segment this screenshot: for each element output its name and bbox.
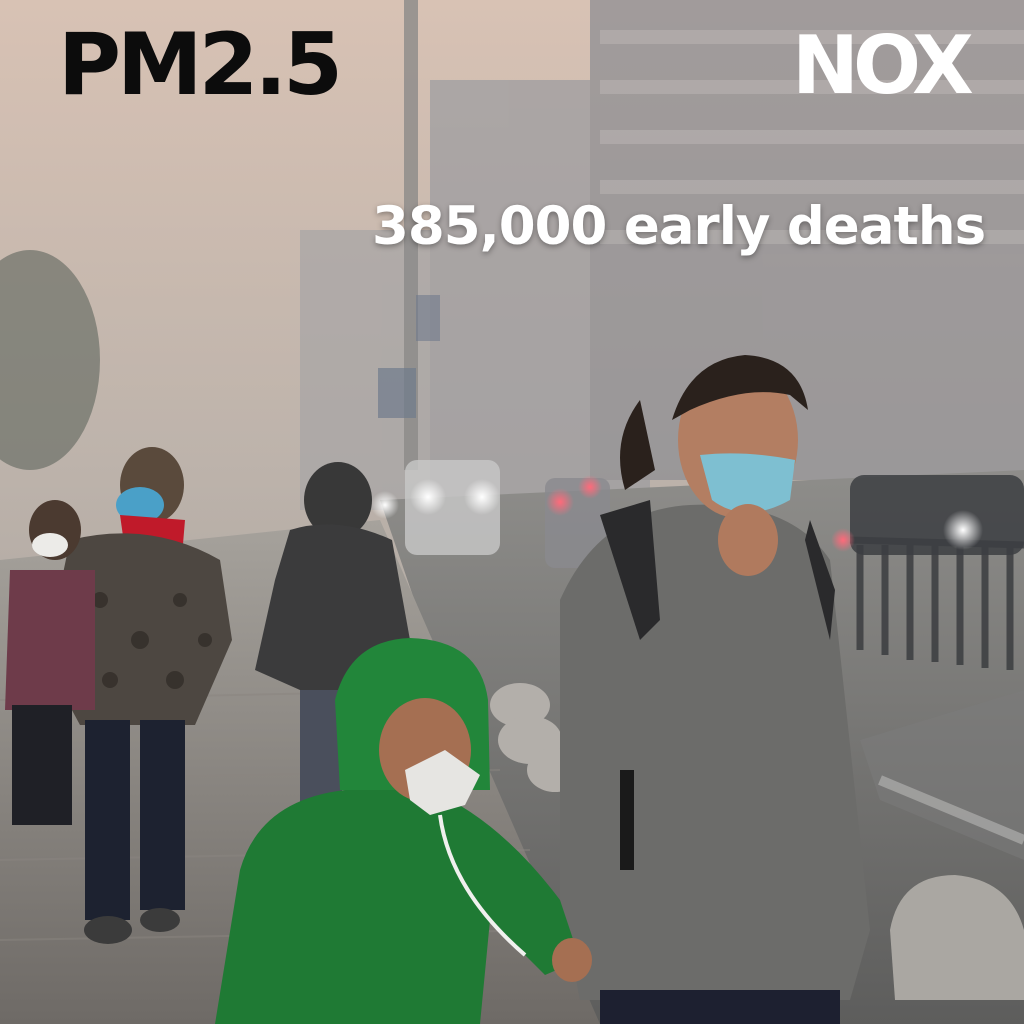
nox-label: NOX (792, 19, 974, 112)
street-sign (378, 368, 416, 418)
child-green-jacket (215, 638, 592, 1024)
tree (0, 250, 100, 470)
pedestrian-child-left (5, 500, 95, 825)
car (831, 475, 1024, 555)
car (405, 460, 500, 555)
car (545, 475, 610, 568)
woman-gray-coat (560, 355, 870, 1024)
light-pole (404, 0, 418, 470)
street-sign (416, 295, 440, 341)
pm25-label: PM2.5 (58, 15, 343, 115)
death-statistic: 385,000 early deaths (372, 196, 986, 257)
rock (890, 875, 1024, 1000)
